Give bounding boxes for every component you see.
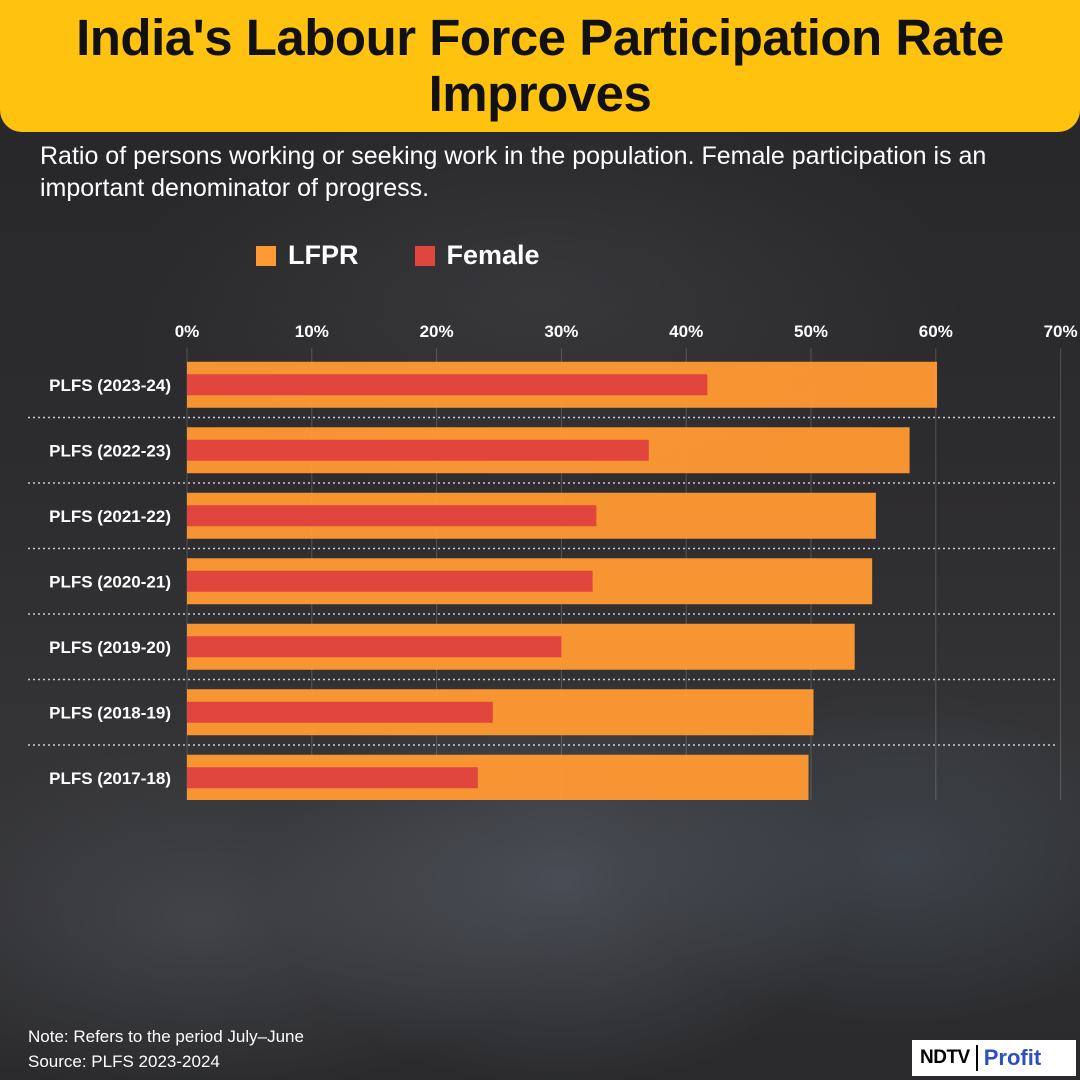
- category-label: PLFS (2020-21): [49, 572, 171, 591]
- bar-female: [187, 636, 562, 658]
- legend-label-lfpr: LFPR: [288, 240, 359, 270]
- legend-item-lfpr: LFPR: [256, 240, 359, 271]
- footer-notes: Note: Refers to the period July–June Sou…: [28, 1024, 304, 1074]
- bar-chart: 0% 10% 20% 30% 40% 50% 60% 70% PLFS (2023-24) PLF…: [28, 322, 1078, 800]
- chart-subtitle: Ratio of persons working or seeking work…: [40, 142, 987, 202]
- logo-divider: [975, 1045, 978, 1071]
- legend-swatch-female: [414, 245, 435, 266]
- category-label: PLFS (2017-18): [49, 769, 171, 788]
- x-tick-label: 70%: [1044, 322, 1078, 341]
- x-tick-label: 30%: [544, 322, 578, 341]
- bar-female: [187, 439, 649, 461]
- bar-female: [187, 505, 597, 527]
- x-tick-label: 0%: [175, 322, 200, 341]
- x-tick-label: 10%: [295, 322, 329, 341]
- category-label: PLFS (2023-24): [49, 376, 171, 395]
- logo-ndtv-text: NDTV: [920, 1047, 970, 1068]
- legend-item-female: Female: [414, 240, 540, 271]
- logo-profit-text: Profit: [983, 1045, 1042, 1070]
- category-label: PLFS (2021-22): [49, 507, 171, 526]
- category-label: PLFS (2022-23): [49, 441, 171, 460]
- x-tick-label: 60%: [919, 322, 953, 341]
- x-tick-label: 40%: [669, 322, 703, 341]
- bar-female: [187, 374, 708, 396]
- category-label: PLFS (2018-19): [49, 703, 171, 722]
- chart-title: India's Labour Force Participation Rate …: [76, 9, 1004, 122]
- legend-label-female: Female: [446, 240, 540, 270]
- chart-legend: LFPR Female: [256, 240, 540, 271]
- x-tick-label: 50%: [794, 322, 828, 341]
- category-label: PLFS (2019-20): [49, 638, 171, 657]
- footer-note: Note: Refers to the period July–June: [28, 1027, 304, 1046]
- bar-female: [187, 767, 478, 789]
- bar-female: [187, 701, 493, 723]
- title-banner: India's Labour Force Participation Rate …: [0, 0, 1080, 132]
- footer-source: Source: PLFS 2023-2024: [28, 1052, 220, 1071]
- legend-swatch-lfpr: [256, 245, 276, 266]
- ndtv-profit-logo: NDTV Profit: [912, 1040, 1076, 1076]
- x-tick-label: 20%: [420, 322, 454, 341]
- bar-female: [187, 570, 593, 592]
